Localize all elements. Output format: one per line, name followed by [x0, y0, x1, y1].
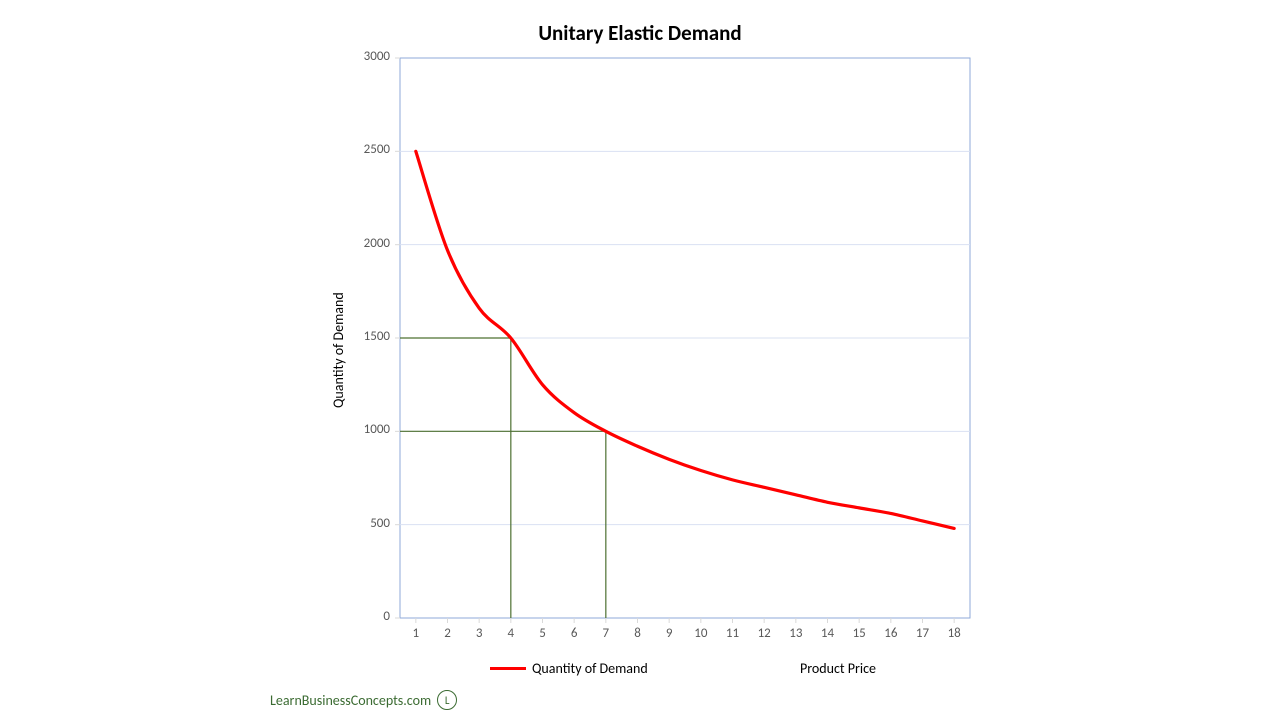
y-tick-label: 2500	[345, 142, 390, 157]
legend-line-icon	[490, 667, 526, 670]
x-tick-label: 13	[782, 626, 810, 641]
x-tick-label: 9	[655, 626, 683, 641]
y-tick-label: 2000	[345, 236, 390, 251]
x-tick-label: 1	[402, 626, 430, 641]
y-tick-label: 1000	[345, 422, 390, 437]
x-axis-label: Product Price	[800, 660, 876, 677]
x-tick-label: 12	[750, 626, 778, 641]
y-tick-label: 0	[345, 609, 390, 624]
x-tick-label: 18	[940, 626, 968, 641]
x-tick-label: 5	[529, 626, 557, 641]
attribution-badge-icon: L	[437, 690, 457, 710]
y-tick-label: 3000	[345, 49, 390, 64]
x-tick-label: 6	[560, 626, 588, 641]
chart-canvas	[0, 0, 1280, 720]
x-tick-label: 8	[624, 626, 652, 641]
x-tick-label: 17	[909, 626, 937, 641]
y-axis-label: Quantity of Demand	[330, 292, 347, 408]
y-tick-label: 1500	[345, 329, 390, 344]
chart-legend: Quantity of Demand	[490, 660, 648, 677]
x-tick-label: 10	[687, 626, 715, 641]
x-tick-label: 14	[814, 626, 842, 641]
x-tick-label: 15	[845, 626, 873, 641]
legend-label: Quantity of Demand	[532, 660, 648, 677]
x-tick-label: 11	[719, 626, 747, 641]
x-tick-label: 2	[434, 626, 462, 641]
x-tick-label: 4	[497, 626, 525, 641]
x-tick-label: 3	[465, 626, 493, 641]
x-tick-label: 7	[592, 626, 620, 641]
y-tick-label: 500	[345, 516, 390, 531]
x-tick-label: 16	[877, 626, 905, 641]
attribution: LearnBusinessConcepts.com L	[270, 690, 457, 710]
attribution-text: LearnBusinessConcepts.com	[270, 692, 431, 709]
